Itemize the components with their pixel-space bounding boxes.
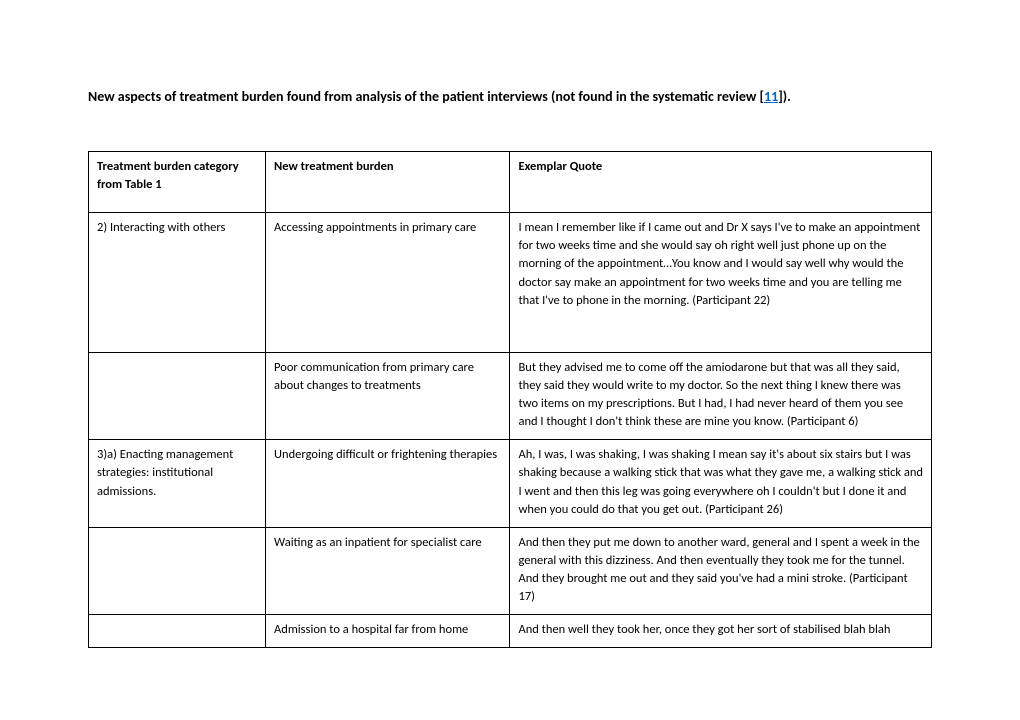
table-cell: Ah, I was, I was shaking, I was shaking … bbox=[510, 440, 932, 528]
table-cell bbox=[89, 615, 266, 648]
table-row: 2) Interacting with othersAccessing appo… bbox=[89, 213, 932, 353]
table-cell: And then they put me down to another war… bbox=[510, 527, 932, 615]
table-body: 2) Interacting with othersAccessing appo… bbox=[89, 213, 932, 648]
page-title: New aspects of treatment burden found fr… bbox=[88, 88, 932, 107]
table-cell: Poor communication from primary care abo… bbox=[266, 352, 510, 440]
table-cell: Undergoing difficult or frightening ther… bbox=[266, 440, 510, 528]
table-row: Admission to a hospital far from homeAnd… bbox=[89, 615, 932, 648]
table-cell: 3)a) Enacting management strategies: ins… bbox=[89, 440, 266, 528]
table-row: 3)a) Enacting management strategies: ins… bbox=[89, 440, 932, 528]
table-cell: And then well they took her, once they g… bbox=[510, 615, 932, 648]
col-header-category: Treatment burden category from Table 1 bbox=[89, 151, 266, 212]
table-header-row: Treatment burden category from Table 1 N… bbox=[89, 151, 932, 212]
col-header-burden: New treatment burden bbox=[266, 151, 510, 212]
table-cell: I mean I remember like if I came out and… bbox=[510, 213, 932, 353]
title-text-pre: New aspects of treatment burden found fr… bbox=[88, 88, 764, 105]
table-cell bbox=[89, 527, 266, 615]
document-page: New aspects of treatment burden found fr… bbox=[0, 0, 1020, 648]
treatment-burden-table: Treatment burden category from Table 1 N… bbox=[88, 151, 932, 649]
table-cell: But they advised me to come off the amio… bbox=[510, 352, 932, 440]
table-cell: Admission to a hospital far from home bbox=[266, 615, 510, 648]
col-header-quote: Exemplar Quote bbox=[510, 151, 932, 212]
table-cell: 2) Interacting with others bbox=[89, 213, 266, 353]
table-cell: Accessing appointments in primary care bbox=[266, 213, 510, 353]
table-cell bbox=[89, 352, 266, 440]
table-cell: Waiting as an inpatient for specialist c… bbox=[266, 527, 510, 615]
table-row: Waiting as an inpatient for specialist c… bbox=[89, 527, 932, 615]
title-text-post: ]). bbox=[778, 88, 791, 105]
table-row: Poor communication from primary care abo… bbox=[89, 352, 932, 440]
reference-link[interactable]: 11 bbox=[764, 88, 778, 105]
